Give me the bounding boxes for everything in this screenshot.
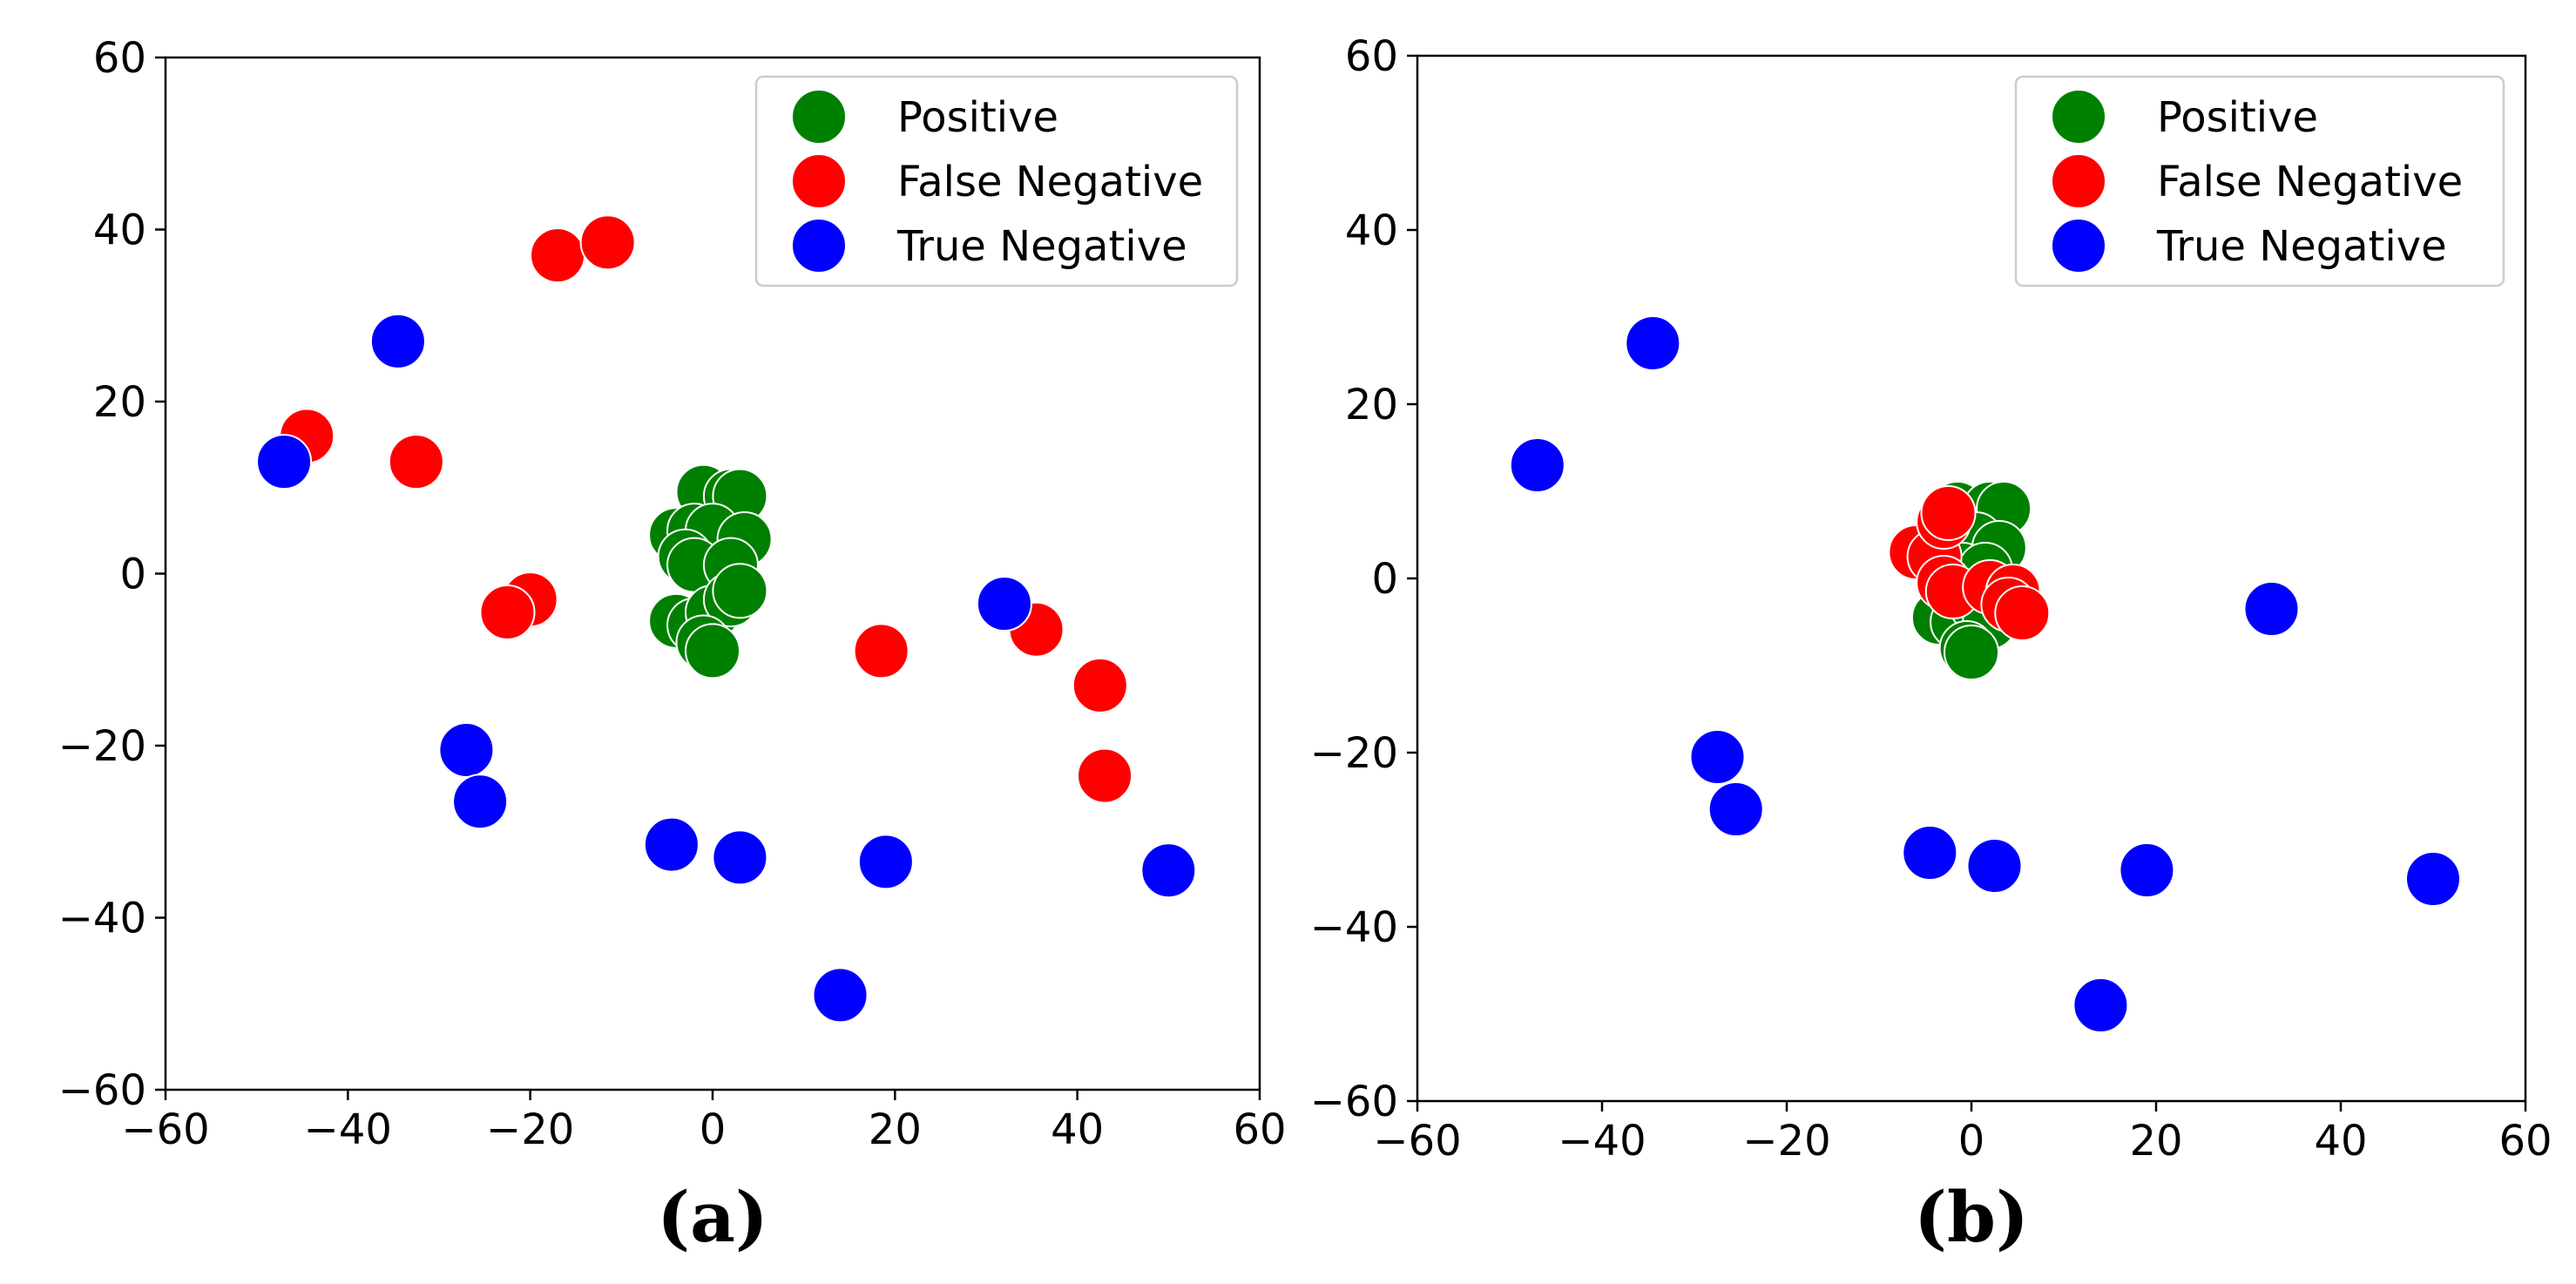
point-positive-16 bbox=[685, 623, 740, 679]
x-tick-label: 40 bbox=[2314, 1117, 2367, 1166]
point-true-negative-5 bbox=[712, 829, 768, 886]
y-tick-label: −40 bbox=[58, 895, 146, 943]
point-true-negative-4 bbox=[643, 816, 700, 873]
point-true-negative-5 bbox=[1966, 838, 2023, 894]
point-true-negative-8 bbox=[2243, 581, 2300, 637]
point-false-negative-3 bbox=[388, 434, 444, 490]
legend-label-positive: Positive bbox=[897, 93, 1058, 142]
legend-marker-true-negative bbox=[2051, 218, 2106, 274]
point-false-negative-9 bbox=[1994, 585, 2051, 641]
y-tick-label: 60 bbox=[1345, 32, 1398, 81]
scatter-panel-b: −60 −40 −20 0 20 40 60 −60 −40 −20 0 20 40 60 Positive… bbox=[1310, 32, 2552, 1258]
point-false-negative-0 bbox=[530, 227, 586, 284]
y-tick-label: 20 bbox=[93, 378, 146, 427]
y-tick-label: −60 bbox=[58, 1066, 146, 1115]
x-tick-label: −60 bbox=[1373, 1117, 1461, 1166]
legend-marker-false-negative bbox=[791, 153, 847, 209]
legend-marker-positive bbox=[791, 89, 847, 145]
point-false-negative-8 bbox=[1072, 657, 1128, 713]
legend-label-true-negative: True Negative bbox=[2156, 222, 2447, 271]
point-false-negative-9 bbox=[1077, 747, 1133, 804]
point-true-negative-3 bbox=[1707, 781, 1764, 837]
point-true-negative-9 bbox=[2405, 851, 2461, 907]
y-tick-label: −20 bbox=[1310, 729, 1398, 778]
point-true-negative-7 bbox=[812, 967, 869, 1024]
point-true-negative-3 bbox=[452, 774, 509, 830]
x-tick-label: −60 bbox=[121, 1105, 209, 1154]
point-true-negative-9 bbox=[1140, 842, 1197, 899]
x-tick-label: 40 bbox=[1051, 1105, 1104, 1154]
panel-caption: (a) bbox=[657, 1176, 768, 1258]
legend-marker-true-negative bbox=[791, 218, 847, 274]
x-tick-label: 60 bbox=[1233, 1105, 1286, 1154]
point-true-negative-1 bbox=[1509, 437, 1565, 493]
x-tick-label: −20 bbox=[486, 1105, 574, 1154]
point-false-negative-6 bbox=[853, 623, 909, 679]
legend-frame bbox=[2014, 75, 2505, 287]
x-tick-label: 0 bbox=[700, 1105, 727, 1154]
point-true-negative-0 bbox=[1625, 315, 1681, 371]
legend: Positive False Negative True Negative bbox=[2014, 75, 2505, 287]
point-false-negative-3 bbox=[1920, 485, 1977, 541]
point-true-negative-1 bbox=[256, 434, 313, 490]
y-tick-label: −20 bbox=[58, 722, 146, 771]
panel-caption: (b) bbox=[1914, 1176, 2029, 1258]
legend: Positive False Negative True Negative bbox=[754, 75, 1239, 287]
x-tick-label: −40 bbox=[304, 1105, 392, 1154]
point-positive-14 bbox=[712, 563, 768, 619]
point-positive-13 bbox=[1944, 625, 1999, 680]
legend-marker-positive bbox=[2051, 89, 2106, 145]
legend-label-positive: Positive bbox=[2157, 93, 2318, 142]
point-true-negative-8 bbox=[976, 576, 1032, 632]
x-tick-label: 60 bbox=[2498, 1117, 2552, 1166]
point-false-negative-5 bbox=[479, 584, 536, 640]
y-tick-label: 40 bbox=[93, 206, 146, 255]
point-true-negative-7 bbox=[2072, 977, 2129, 1033]
legend-frame bbox=[754, 75, 1239, 287]
legend-label-true-negative: True Negative bbox=[896, 222, 1187, 271]
x-tick-label: −20 bbox=[1742, 1117, 1830, 1166]
point-true-negative-0 bbox=[369, 313, 426, 369]
y-tick-label: −40 bbox=[1310, 903, 1398, 952]
y-tick-label: −60 bbox=[1310, 1078, 1398, 1126]
x-tick-label: 0 bbox=[1958, 1117, 1985, 1166]
point-true-negative-4 bbox=[1902, 825, 1958, 881]
x-tick-label: 20 bbox=[869, 1105, 922, 1154]
x-tick-label: −40 bbox=[1558, 1117, 1646, 1166]
point-false-negative-1 bbox=[579, 214, 636, 271]
y-tick-label: 60 bbox=[93, 34, 146, 83]
legend-label-false-negative: False Negative bbox=[2157, 158, 2463, 206]
point-true-negative-6 bbox=[2119, 842, 2175, 898]
point-true-negative-6 bbox=[857, 834, 914, 890]
y-tick-label: 20 bbox=[1345, 381, 1398, 429]
y-tick-label: 0 bbox=[119, 551, 146, 599]
x-tick-label: 20 bbox=[2129, 1117, 2182, 1166]
point-true-negative-2 bbox=[438, 721, 495, 778]
scatter-panel-a: −60 −40 −20 0 20 40 60 −60 −40 −20 0 20 40 60 Positive… bbox=[58, 34, 1287, 1258]
point-true-negative-2 bbox=[1689, 729, 1746, 785]
y-tick-label: 0 bbox=[1371, 555, 1398, 604]
y-tick-label: 40 bbox=[1345, 206, 1398, 255]
legend-label-false-negative: False Negative bbox=[897, 158, 1203, 206]
legend-marker-false-negative bbox=[2051, 153, 2106, 209]
